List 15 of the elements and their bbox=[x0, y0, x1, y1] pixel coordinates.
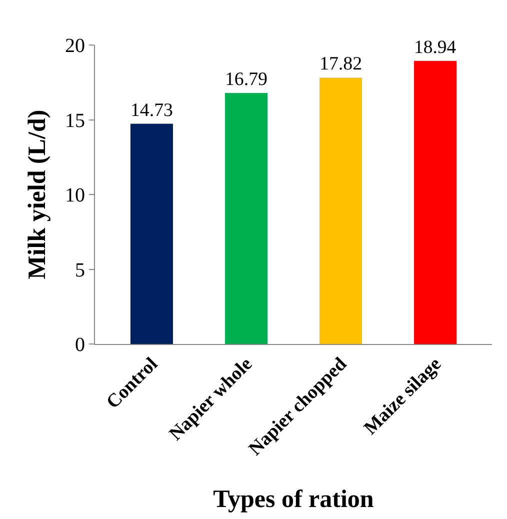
data-label: 18.94 bbox=[414, 36, 457, 58]
data-label: 14.73 bbox=[130, 100, 173, 121]
y-tick-label: 20 bbox=[65, 35, 85, 57]
y-tick-label: 15 bbox=[65, 110, 85, 132]
data-label: 17.82 bbox=[320, 54, 362, 75]
bar bbox=[130, 124, 173, 344]
bar bbox=[414, 60, 457, 344]
bar bbox=[224, 92, 268, 344]
y-tick-label: 10 bbox=[65, 184, 85, 206]
data-label: 16.79 bbox=[224, 69, 268, 90]
y-axis-title: Milk yield (L/d) bbox=[24, 110, 51, 280]
y-tick-label: 5 bbox=[75, 259, 85, 282]
y-tick-label: 0 bbox=[75, 334, 85, 356]
bar bbox=[319, 78, 362, 344]
x-axis-title: Types of ration bbox=[213, 486, 374, 513]
